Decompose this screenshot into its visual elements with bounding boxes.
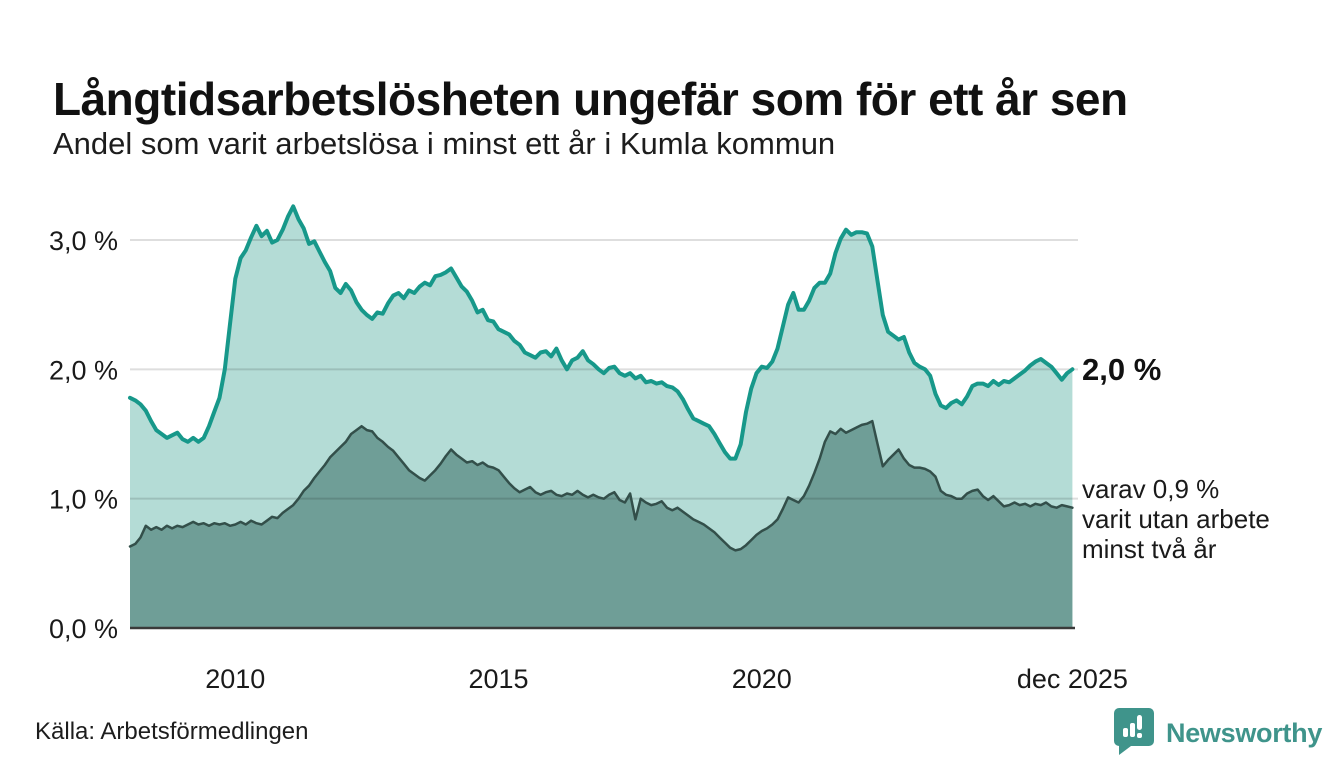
series2-annotation: varav 0,9 % varit utan arbete minst två … xyxy=(1082,474,1270,564)
newsworthy-wordmark: Newsworthy xyxy=(1166,718,1323,748)
annotation-line: minst två år xyxy=(1082,534,1217,564)
source-credit: Källa: Arbetsförmedlingen xyxy=(35,718,309,745)
newsworthy-bubble-chart-icon xyxy=(1114,706,1156,761)
y-tick-label: 2,0 % xyxy=(49,355,118,385)
newsworthy-logo: Newsworthy xyxy=(1114,706,1322,761)
annotation-line: varit utan arbete xyxy=(1082,504,1270,534)
annotation-line: varav 0,9 % xyxy=(1082,474,1220,504)
x-tick-label: 2020 xyxy=(732,664,792,694)
x-tick-label: 2015 xyxy=(468,664,528,694)
series-2-line xyxy=(128,419,1074,552)
chart-subtitle: Andel som varit arbetslösa i minst ett å… xyxy=(53,126,836,161)
series1-end-value-label: 2,0 % xyxy=(1082,352,1162,387)
y-tick-label: 3,0 % xyxy=(49,226,118,256)
series-2-area xyxy=(130,421,1073,628)
y-tick-label: 1,0 % xyxy=(49,485,118,515)
y-tick-label: 0,0 % xyxy=(49,614,118,644)
x-tick-label: dec 2025 xyxy=(1017,664,1128,694)
series-1-line xyxy=(128,204,1075,461)
x-tick-label: 2010 xyxy=(205,664,265,694)
page-title: Långtidsarbetslösheten ungefär som för e… xyxy=(53,72,1128,125)
